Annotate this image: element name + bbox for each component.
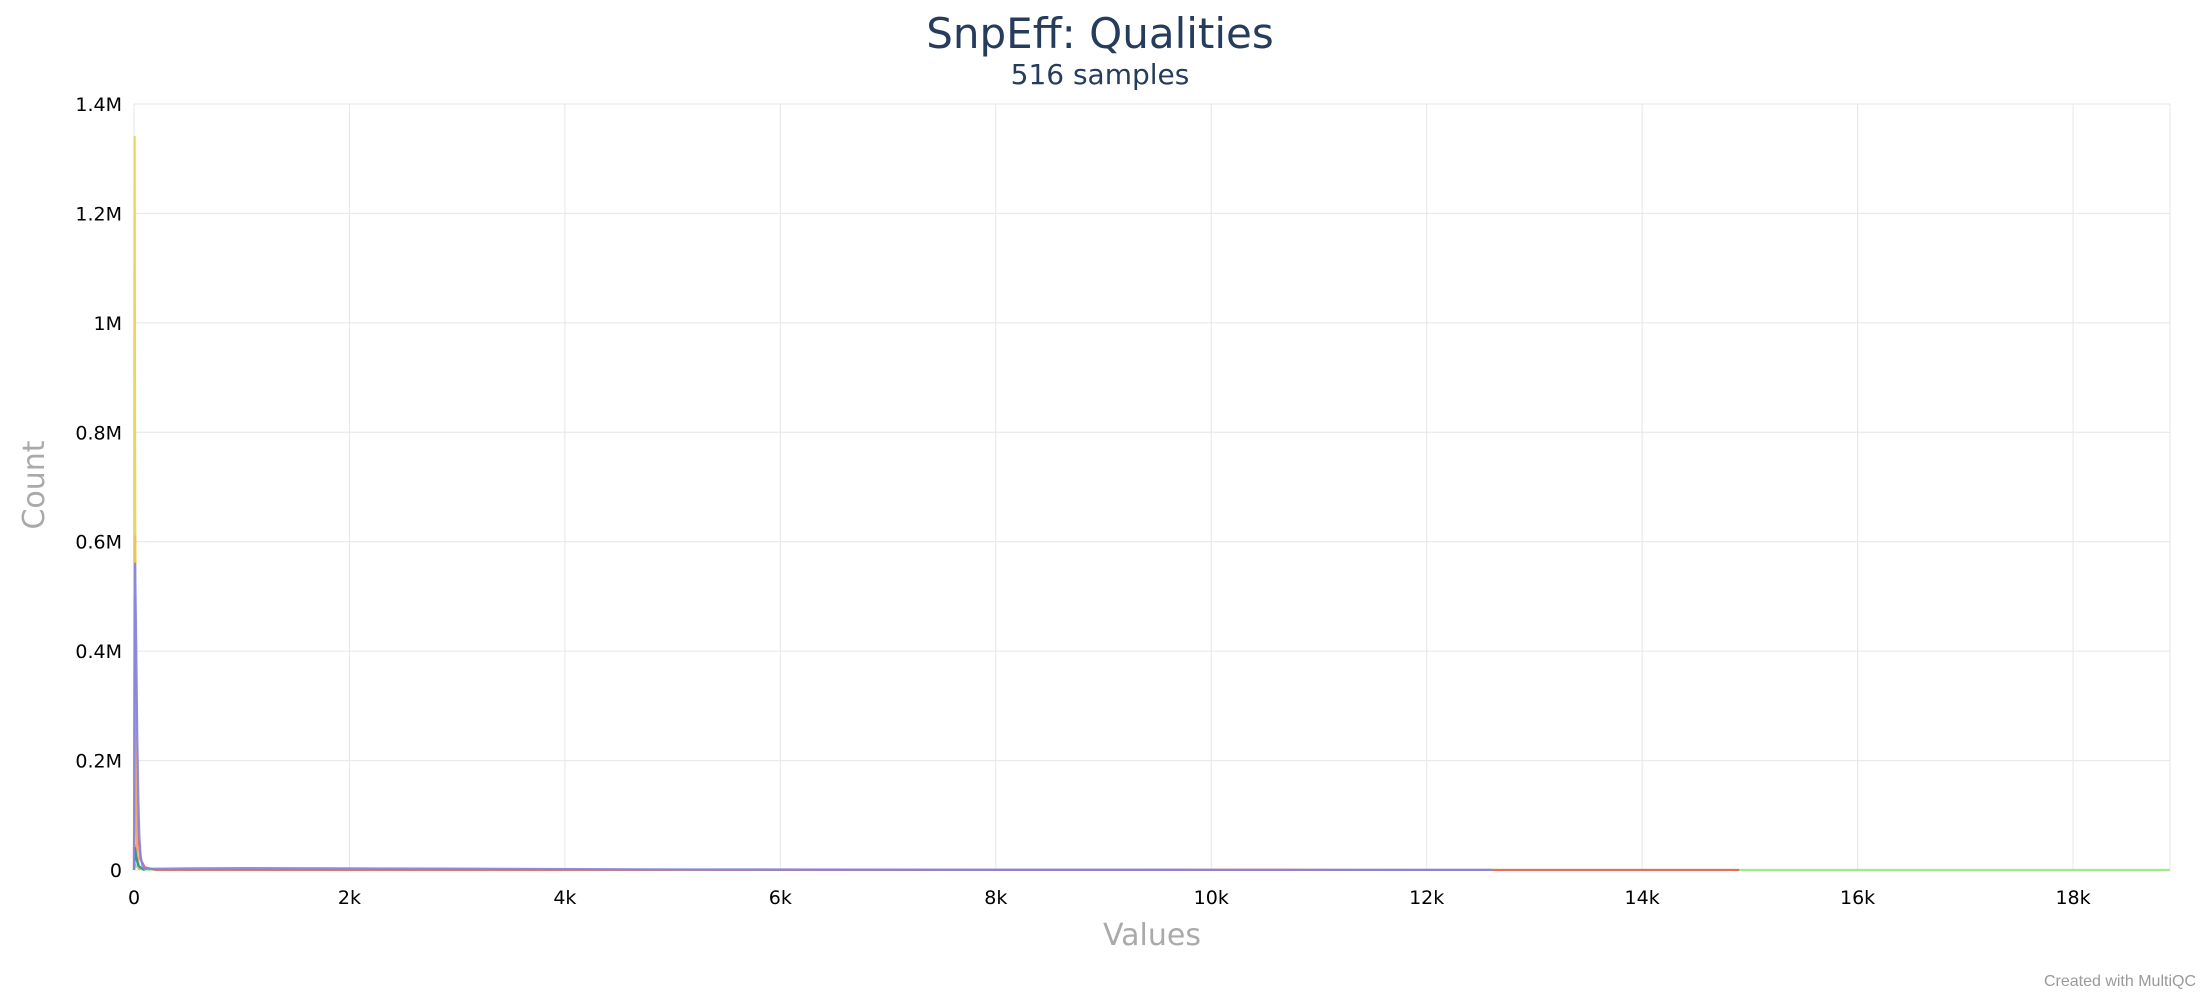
- x-tick-label: 8k: [984, 887, 1007, 909]
- series-line-6: [132, 562, 1492, 871]
- credit-text: Created with MultiQC: [2044, 973, 2196, 990]
- x-tick-label: 4k: [553, 887, 576, 909]
- y-tick-label: 0: [110, 860, 122, 882]
- x-tick-label: 14k: [1625, 887, 1660, 909]
- x-axis-ticks: 0 2k 4k 6k 8k 10k 12k 14k 16k 18k: [128, 887, 2091, 909]
- chart-subtitle: 516 samples: [1011, 58, 1190, 91]
- y-tick-label: 0.4M: [75, 641, 122, 663]
- grid-lines: [133, 103, 2171, 871]
- x-tick-label: 18k: [2055, 887, 2090, 909]
- y-tick-label: 1.2M: [75, 203, 122, 225]
- x-tick-label: 10k: [1194, 887, 1229, 909]
- y-tick-label: 0.8M: [75, 422, 122, 444]
- x-tick-label: 6k: [769, 887, 792, 909]
- series-lines: [132, 135, 2170, 872]
- series-line-2: [132, 535, 1740, 872]
- y-axis-title: Count: [17, 440, 52, 529]
- x-tick-label: 16k: [1840, 887, 1875, 909]
- x-tick-label: 0: [128, 887, 140, 909]
- chart-title: SnpEff: Qualities: [926, 9, 1274, 58]
- x-tick-label: 12k: [1409, 887, 1444, 909]
- x-tick-label: 2k: [338, 887, 361, 909]
- x-axis-title: Values: [1103, 918, 1201, 953]
- y-tick-label: 0.6M: [75, 532, 122, 554]
- y-axis-ticks: 0 0.2M 0.4M 0.6M 0.8M 1M 1.2M 1.4M: [75, 94, 122, 882]
- y-tick-label: 0.2M: [75, 751, 122, 773]
- y-tick-label: 1M: [94, 313, 122, 335]
- y-tick-label: 1.4M: [75, 94, 122, 116]
